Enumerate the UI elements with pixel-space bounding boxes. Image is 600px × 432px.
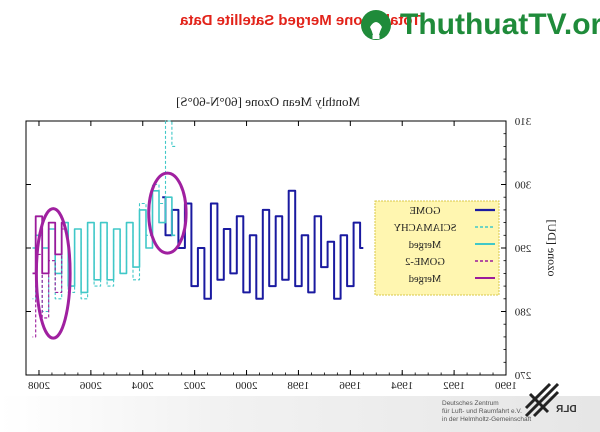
lightbulb-logo-icon bbox=[361, 10, 391, 40]
y-axis: 310 300 290 280 270 bbox=[26, 116, 531, 382]
legend-label: GOME-2 bbox=[405, 257, 445, 268]
series-line-gome-0 bbox=[162, 189, 364, 300]
watermark: ThuthuatTV.org bbox=[355, 6, 600, 46]
x-tick-label: 2002 bbox=[184, 380, 206, 392]
dlr-logo-text: DLR bbox=[556, 404, 577, 415]
x-tick-label: 1996 bbox=[339, 380, 362, 392]
x-tick-label: 2008 bbox=[27, 380, 50, 392]
footer-org-line3: in der Helmholtz-Gemeinschaft bbox=[442, 416, 532, 423]
legend-label: Merged bbox=[408, 240, 441, 251]
x-tick-label: 1992 bbox=[443, 380, 465, 392]
x-tick-label: 1990 bbox=[495, 380, 518, 392]
x-tick-label: 1994 bbox=[391, 380, 414, 392]
watermark-text: ThuthuatTV.org bbox=[400, 8, 600, 41]
highlight-ellipse-1 bbox=[34, 207, 72, 340]
y-tick-label: 290 bbox=[514, 243, 531, 255]
y-tick-label: 310 bbox=[514, 116, 531, 128]
x-tick-label: 1998 bbox=[287, 380, 310, 392]
legend-label: GOME bbox=[410, 206, 441, 217]
legend-label: SCIAMACHY bbox=[393, 223, 456, 234]
footer-org-line1: Deutsches Zentrum bbox=[442, 400, 499, 407]
x-tick-label: 2006 bbox=[79, 380, 102, 392]
footer-band bbox=[0, 396, 600, 432]
footer-organization: Deutsches Zentrum für Luft- und Raumfahrt… bbox=[442, 400, 531, 424]
legend-label: Merged bbox=[408, 274, 441, 285]
y-axis-label: ozone [DU] bbox=[545, 220, 559, 277]
y-tick-label: 300 bbox=[514, 180, 531, 192]
y-tick-label: 270 bbox=[514, 370, 531, 382]
legend-box bbox=[374, 200, 500, 296]
x-tick-label: 2000 bbox=[235, 380, 257, 392]
annotation-layer bbox=[34, 171, 188, 340]
x-axis: 2008 2006 2004 2002 2000 1998 1996 1994 1992 1990 bbox=[25, 121, 518, 392]
y-tick-label: 280 bbox=[514, 307, 531, 319]
dlr-logo-icon bbox=[524, 382, 560, 418]
series-line-merged-4 bbox=[32, 215, 65, 275]
series-layer bbox=[32, 120, 364, 338]
chart-title: Monthly Mean Ozone [60°N-60°S] bbox=[176, 94, 360, 109]
footer-org-line2: für Luft- und Raumfahrt e.V. bbox=[442, 408, 522, 415]
highlight-ellipse-2 bbox=[147, 171, 188, 255]
x-tick-label: 2004 bbox=[131, 380, 154, 392]
legend: GOME SCIAMACHY Merged GOME-2 Merged bbox=[374, 200, 500, 296]
series-line-sciamachy-1 bbox=[32, 120, 176, 313]
